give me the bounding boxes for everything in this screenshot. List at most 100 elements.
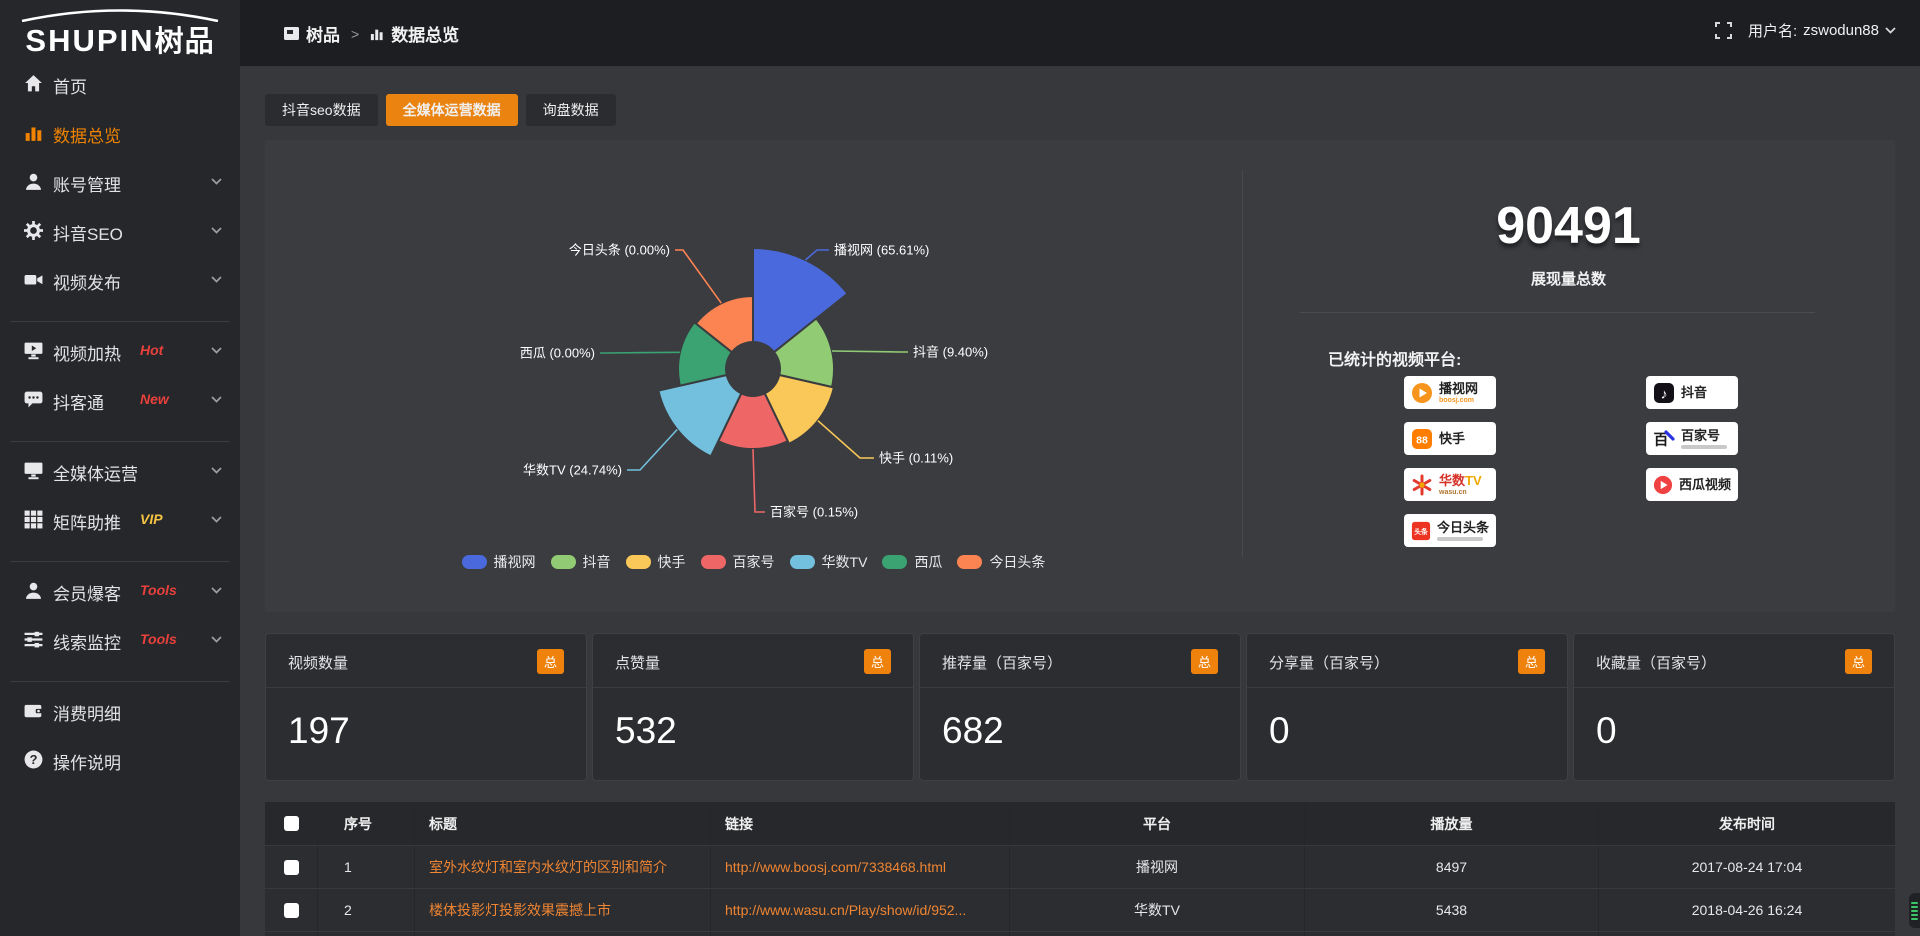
cell-time: 2017-08-24 17:04 xyxy=(1691,859,1803,875)
total-badge[interactable]: 总 xyxy=(536,649,564,674)
breadcrumb-root[interactable]: 树品 xyxy=(306,26,340,45)
sidebar-divider xyxy=(10,681,230,682)
stat-card-分享量（百家号）: 分享量（百家号） 总 0 xyxy=(1246,633,1568,781)
legend-item-抖音[interactable]: 抖音 xyxy=(550,552,611,572)
legend-label: 播视网 xyxy=(493,554,536,570)
platform-badge-华数TV: 华数TV wasu.cn xyxy=(1404,468,1496,501)
video-title-link[interactable]: 楼体投影灯投影效果震撼上市 xyxy=(429,902,611,918)
select-all-checkbox[interactable] xyxy=(283,816,299,831)
sidebar-divider xyxy=(10,561,230,562)
kuaishou-logo-icon: 88 xyxy=(1412,428,1432,449)
fullscreen-icon[interactable] xyxy=(1714,22,1732,39)
sidebar-item-抖音SEO[interactable]: 抖音SEO xyxy=(0,211,240,251)
chevron-down-icon xyxy=(211,516,222,523)
select-all-cell xyxy=(265,802,318,845)
legend-swatch xyxy=(625,555,651,569)
total-badge[interactable]: 总 xyxy=(1844,649,1872,674)
video-title-link[interactable]: 室外水纹灯和室内水纹灯的区别和简介 xyxy=(429,859,667,875)
legend-item-西瓜[interactable]: 西瓜 xyxy=(882,552,942,572)
cell-no: 1 xyxy=(318,846,415,888)
pie-label-播视网: 播视网 (65.61%) xyxy=(834,243,929,258)
table-row-partial xyxy=(265,931,1895,936)
chevron-down-icon xyxy=(1885,27,1896,34)
sidebar-item-视频加热[interactable]: 视频加热 Hot xyxy=(0,331,240,371)
sidebar-item-抖客通[interactable]: 抖客通 New xyxy=(0,380,240,420)
chevron-down-icon xyxy=(211,396,222,403)
breadcrumb-current[interactable]: 数据总览 xyxy=(391,26,460,45)
legend-swatch xyxy=(700,555,726,569)
platform-rose-chart: 播视网 (65.61%) 抖音 (9.40%) 快手 (0.11%) 百家号 (0.1… xyxy=(520,243,988,520)
stat-card-value: 532 xyxy=(615,710,677,751)
data-tabs: 抖音seo数据 全媒体运营数据 询盘数据 xyxy=(265,94,616,126)
gear-icon xyxy=(24,221,43,240)
tab-抖音seo数据[interactable]: 抖音seo数据 xyxy=(265,94,378,126)
video-url-link[interactable]: http://www.boosj.com/7338468.html xyxy=(725,859,947,875)
pie-label-抖音: 抖音 (9.40%) xyxy=(913,345,988,360)
sidebar-item-数据总览[interactable]: 数据总览 xyxy=(0,113,240,153)
legend-label: 华数TV xyxy=(821,554,868,570)
pie-slice-华数TV[interactable] xyxy=(657,374,743,458)
pie-slice-播视网[interactable] xyxy=(752,247,849,354)
sidebar-item-首页[interactable]: 首页 xyxy=(0,64,240,104)
pie-slice-快手[interactable] xyxy=(763,374,835,445)
legend-item-百家号[interactable]: 百家号 xyxy=(700,552,775,572)
home-icon xyxy=(25,75,42,92)
chevron-down-icon xyxy=(211,467,222,474)
platform-badge-百家号: 百百家号 xyxy=(1646,422,1738,455)
chevron-down-icon xyxy=(211,636,222,643)
legend-label: 快手 xyxy=(657,554,686,570)
sidebar-item-label: 消费明细 xyxy=(53,705,121,724)
panel-divider xyxy=(1242,170,1243,557)
tab-全媒体运营数据[interactable]: 全媒体运营数据 xyxy=(385,94,518,126)
sidebar-item-消费明细[interactable]: 消费明细 xyxy=(0,691,240,731)
total-badge[interactable]: 总 xyxy=(863,649,891,674)
total-badge[interactable]: 总 xyxy=(1517,649,1545,674)
chart-legend: 播视网 抖音 快手 百家号 华数TV 西瓜 今日头条 xyxy=(265,552,1242,572)
legend-label: 今日头条 xyxy=(989,554,1046,570)
sidebar-item-label: 视频发布 xyxy=(53,274,121,293)
tab-询盘数据[interactable]: 询盘数据 xyxy=(525,94,616,126)
chevron-down-icon xyxy=(211,178,222,185)
cell-plays: 8497 xyxy=(1305,846,1599,888)
total-badge[interactable]: 总 xyxy=(1190,649,1218,674)
sidebar-item-label: 抖客通 xyxy=(53,394,104,413)
legend-label: 抖音 xyxy=(582,554,611,570)
sidebar-item-视频发布[interactable]: 视频发布 xyxy=(0,260,240,300)
floating-widget[interactable] xyxy=(1909,893,1920,928)
stat-card-title: 收藏量（百家号） xyxy=(1596,655,1717,672)
legend-item-快手[interactable]: 快手 xyxy=(625,552,686,572)
legend-item-今日头条[interactable]: 今日头条 xyxy=(957,552,1045,572)
legend-item-华数TV[interactable]: 华数TV xyxy=(789,552,868,572)
toutiao-logo-icon: 头条 xyxy=(1411,521,1431,540)
stat-card-视频数量: 视频数量 总 197 xyxy=(265,633,587,781)
row-checkbox[interactable] xyxy=(283,859,299,875)
platform-badges: 播视网 boosj.com ♪ 抖音 88 快手 百百家号 华数TV wasu.cn 西瓜视频 头条… xyxy=(1404,376,1738,547)
topbar: 树品 > 数据总览 用户名: zswodun88 xyxy=(240,0,1920,67)
pie-slice-西瓜[interactable] xyxy=(677,321,733,387)
pie-slice-今日头条[interactable] xyxy=(694,295,754,354)
legend-swatch xyxy=(550,555,576,569)
summary-divider xyxy=(1300,312,1815,313)
legend-label: 西瓜 xyxy=(914,554,943,570)
sidebar-item-账号管理[interactable]: 账号管理 xyxy=(0,162,240,202)
col-header-platform: 平台 xyxy=(1010,802,1305,845)
sidebar-item-label: 矩阵助推 xyxy=(53,514,121,533)
sidebar-item-矩阵助推[interactable]: 矩阵助推 VIP xyxy=(0,500,240,540)
legend-item-播视网[interactable]: 播视网 xyxy=(461,552,536,572)
sidebar-item-操作说明[interactable]: ? 操作说明 xyxy=(0,740,240,780)
brand-logo[interactable]: SHUPIN树品 xyxy=(0,6,240,58)
legend-label: 百家号 xyxy=(732,554,775,570)
svg-text:♪: ♪ xyxy=(1661,385,1668,401)
stat-card-title: 视频数量 xyxy=(288,655,349,672)
boosj-logo-icon xyxy=(1412,382,1432,403)
sidebar-item-线索监控[interactable]: 线索监控 Tools xyxy=(0,620,240,660)
table-header-row: 序号 标题 链接 平台 播放量 发布时间 xyxy=(265,802,1895,845)
row-checkbox[interactable] xyxy=(283,902,299,918)
sidebar-item-全媒体运营[interactable]: 全媒体运营 xyxy=(0,451,240,491)
sidebar-item-会员爆客[interactable]: 会员爆客 Tools xyxy=(0,571,240,611)
video-url-link[interactable]: http://www.wasu.cn/Play/show/id/952... xyxy=(725,902,967,918)
baijiahao-logo-icon: 百 xyxy=(1653,429,1675,448)
user-menu[interactable]: 用户名: zswodun88 xyxy=(1748,20,1896,41)
stat-card-title: 分享量（百家号） xyxy=(1269,655,1390,672)
sidebar-item-label: 全媒体运营 xyxy=(53,465,138,484)
